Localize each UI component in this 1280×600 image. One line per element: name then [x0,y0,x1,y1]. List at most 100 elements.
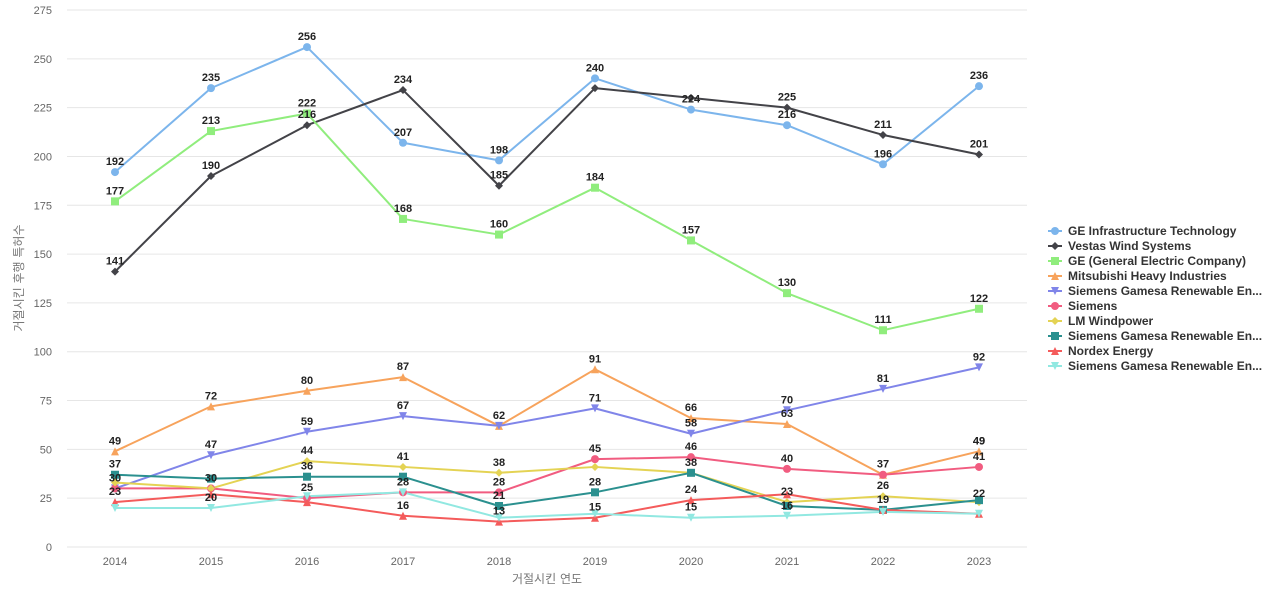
legend-marker [1051,347,1059,355]
legend-item[interactable]: Mitsubishi Heavy Industries [1048,269,1227,283]
data-label: 211 [874,119,892,131]
data-point [591,74,599,83]
grid-lines [67,9,1027,548]
data-label: 16 [781,500,793,512]
data-point [399,214,407,223]
data-point [591,365,599,374]
data-point [879,160,887,169]
data-label: 41 [397,451,409,463]
series-line [115,491,980,519]
data-label: 192 [106,156,124,168]
data-point [495,181,503,190]
data-point [207,451,215,460]
data-point [303,492,311,501]
data-label: 47 [205,439,217,451]
data-point [207,127,215,136]
data-label: 15 [589,502,601,514]
y-tick-label: 200 [34,151,52,163]
data-label: 15 [685,502,697,514]
series-line [114,366,980,490]
legend-item[interactable]: Siemens Gamesa Renewable En... [1048,359,1262,373]
data-point [111,484,119,493]
data-label: 122 [970,293,988,305]
legend-marker [1051,257,1059,265]
data-point [303,109,311,118]
data-point [687,93,695,102]
y-tick-label: 275 [34,5,52,17]
data-label: 59 [301,416,313,428]
data-label: 216 [298,109,316,121]
x-axis-title: 거절시킨 연도 [512,572,582,586]
legend-item[interactable]: GE (General Electric Company) [1048,254,1246,268]
data-label: 222 [298,97,316,109]
x-tick-label: 2022 [871,556,895,568]
data-point [879,326,887,335]
data-label: 70 [781,394,793,406]
data-point [495,501,503,510]
data-label: 21 [493,490,505,502]
data-point [303,457,311,466]
series-line [114,493,980,523]
data-point [111,168,119,177]
data-point [495,513,503,522]
data-point [591,404,599,413]
data-label: 36 [301,461,313,473]
data-label: 30 [205,472,217,484]
data-point [591,488,599,497]
legend-item[interactable]: Siemens Gamesa Renewable En... [1048,329,1262,343]
data-label: 38 [685,457,697,469]
data-label: 234 [394,74,413,86]
data-point [879,492,887,501]
data-point [687,414,695,423]
y-tick-label: 75 [40,396,52,408]
data-point [399,412,407,421]
y-tick-label: 150 [34,249,52,261]
series-line [114,460,980,504]
data-label: 201 [970,139,988,151]
data-point [687,453,695,462]
data-point [975,150,983,159]
data-point [975,447,983,456]
y-tick-label: 25 [40,493,52,505]
data-label: 111 [874,314,891,326]
data-point [495,421,503,430]
legend-label: Vestas Wind Systems [1068,239,1192,253]
data-point [111,503,119,512]
data-point [399,138,407,147]
series-markers [111,43,983,526]
data-label: 185 [490,170,508,182]
data-point [879,507,887,516]
data-point [495,230,503,239]
legend-item[interactable]: GE Infrastructure Technology [1048,224,1237,238]
data-label: 24 [685,484,698,496]
legend-item[interactable]: Vestas Wind Systems [1048,239,1192,253]
data-label: 207 [394,127,412,139]
data-label: 49 [973,435,985,447]
data-label: 224 [682,94,701,106]
data-label: 190 [202,160,220,172]
data-label: 130 [778,277,796,289]
x-tick-label: 2019 [583,556,607,568]
data-point [399,462,407,471]
data-label: 30 [109,472,121,484]
legend-label: LM Windpower [1068,314,1154,328]
legend-item[interactable]: Siemens Gamesa Renewable En... [1048,284,1262,298]
data-point [111,197,119,206]
legend-item[interactable]: LM Windpower [1048,314,1154,328]
data-label: 16 [397,500,409,512]
data-label: 71 [589,392,601,404]
data-point [111,267,119,276]
data-label: 92 [973,351,985,363]
y-tick-label: 50 [40,444,52,456]
y-tick-label: 125 [34,298,52,310]
data-label: 22 [973,488,985,500]
data-point [783,501,791,510]
legend-item[interactable]: Siemens [1048,299,1118,313]
legend-item[interactable]: Nordex Energy [1048,344,1154,358]
legend-marker [1051,227,1059,235]
data-label: 196 [874,148,892,160]
data-label: 49 [109,435,121,447]
data-point [303,427,311,436]
